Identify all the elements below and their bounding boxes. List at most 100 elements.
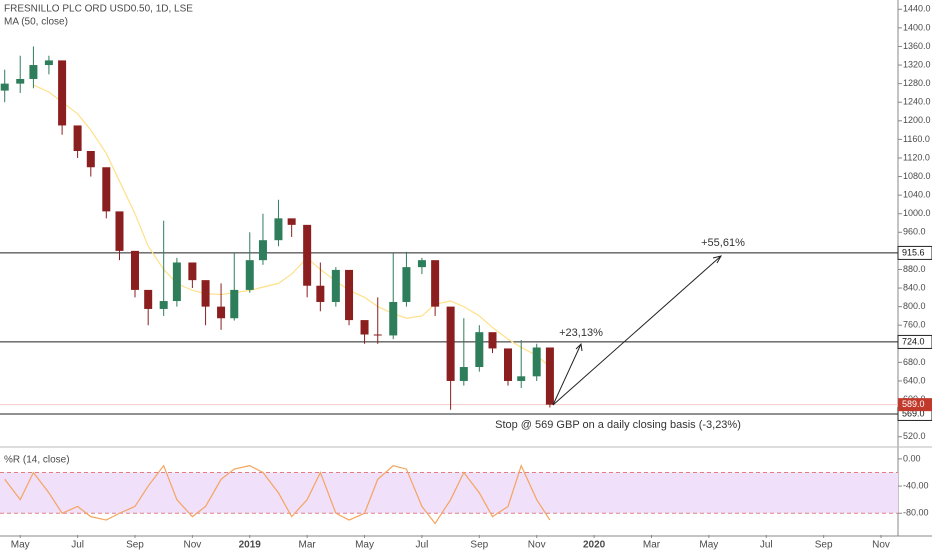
x-tick-label: Sep [815,540,833,550]
level-label-box [898,398,932,412]
x-tick-label: Nov [872,540,890,550]
candle-body [303,224,312,286]
x-tick-label: Jul [760,540,773,550]
candle-body [517,376,526,381]
candle-body [144,289,153,309]
candle-body [287,218,296,225]
y-tick-label: 960.0 [903,227,926,237]
x-tick-label: May [355,540,374,550]
candle-body [389,301,398,336]
level-label: 589.0 [902,399,925,409]
candle-body [130,250,139,290]
candle-body [274,218,283,241]
x-tick-label: Mar [643,540,661,550]
level-label: 724.0 [902,336,925,346]
candle-body [488,332,497,349]
candle-body [217,306,226,319]
y-tick-label: 1400.0 [903,22,931,32]
x-tick-label: Jul [71,540,84,550]
indicator-label: MA (50, close) [4,17,68,28]
arrow [552,255,722,406]
x-tick-label: 2019 [239,540,262,550]
y-tick-label: 1240.0 [903,97,931,107]
y-tick-label: 0.00 [903,453,921,463]
annotation: Stop @ 569 GBP on a daily closing basis … [495,419,741,431]
annotation: +55,61% [701,237,745,249]
y-tick-label: 1280.0 [903,78,931,88]
candle-body [431,260,440,307]
candle-body [159,301,168,309]
y-tick-label: 1120.0 [903,152,930,162]
candle-body [446,306,455,381]
candle-body [16,78,25,84]
x-tick-label: Jul [416,540,429,550]
candle-body [532,347,541,377]
y-tick-label: 840.0 [903,282,926,292]
candle-body [417,260,426,268]
candle-body [475,332,484,368]
y-tick-label: 1040.0 [903,190,931,200]
y-tick-label: 1160.0 [903,134,930,144]
candle-body [316,285,325,302]
candle-body [545,347,554,405]
y-tick-label: -40.00 [903,480,929,490]
level-label-box [897,245,932,260]
x-tick-label: Mar [299,540,317,550]
x-tick-label: Sep [126,540,144,550]
candle-body [230,289,239,319]
candle-body [360,320,369,335]
arrows [552,255,723,406]
ma-line [33,84,551,368]
candle-body [172,262,181,302]
candle-body [115,211,124,251]
arrow-head [575,342,583,352]
y-tick-label: 800.0 [903,301,926,311]
y-tick-label: 1200.0 [903,115,931,125]
annotation: +23,13% [559,327,603,339]
arrow [552,343,582,406]
candle-body [258,240,267,261]
candle-body [331,269,340,302]
y-tick-label: 640.0 [903,375,926,385]
y-tick-label: 1320.0 [903,59,931,69]
y-tick-label: 680.0 [903,357,926,367]
y-tick-label: 1080.0 [903,171,931,181]
candle-body [459,367,468,381]
candle-body [102,167,111,212]
candle-body [188,262,197,281]
x-tick-label: Sep [470,540,488,550]
candle-body [402,267,411,302]
y-tick-label: -80.00 [903,508,929,518]
candle-body [86,150,95,168]
oscillator-line [4,464,551,525]
candle-body [373,334,382,336]
candle-body [29,65,38,79]
candle-body [58,60,67,126]
y-tick-label: 880.0 [903,264,926,274]
arrow-head [712,255,723,264]
y-tick-label: 760.0 [903,320,926,330]
candle-body [73,125,82,151]
oscillator-band [0,472,898,514]
level-label-box [897,334,932,349]
y-tick-label: 1440.0 [903,4,931,14]
level-label: 915.6 [902,247,925,257]
x-tick-label: Nov [183,540,201,550]
candle-body [0,83,9,91]
candle-body [504,348,513,381]
candle-body [345,269,354,321]
x-tick-label: May [699,540,718,550]
candle-body [44,60,53,66]
candle-body [201,280,210,307]
x-tick-label: May [11,540,30,550]
chart-title: FRESNILLO PLC ORD USD0.50, 1D, LSE [4,4,193,15]
x-tick-label: 2020 [583,540,606,550]
oscillator-label: %R (14, close) [4,455,70,466]
y-tick-label: 1000.0 [903,208,931,218]
level-label: 569.0 [902,408,925,418]
candle-body [245,260,254,290]
y-tick-label: 520.0 [903,431,926,441]
x-tick-label: Nov [528,540,546,550]
